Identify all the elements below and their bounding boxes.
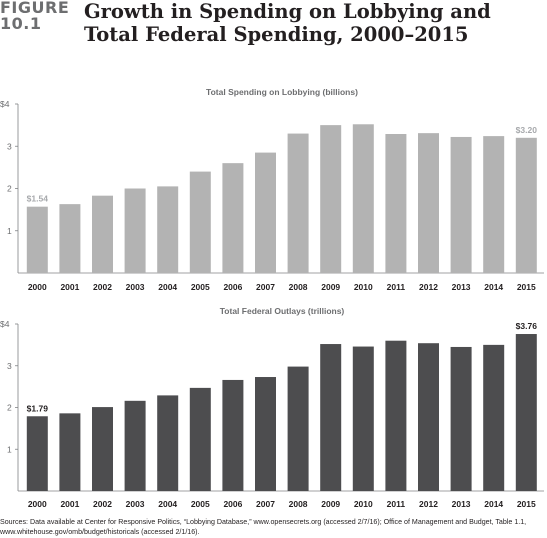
x-tick-0-2001: 2001 bbox=[60, 282, 79, 292]
y-tick-0-2: 2 bbox=[7, 184, 12, 194]
bar-1-2012 bbox=[418, 343, 439, 491]
bar-0-2000 bbox=[26, 206, 48, 273]
chart-title-0: Total Spending on Lobbying (billions) bbox=[206, 87, 358, 97]
bar-0-2014 bbox=[483, 136, 505, 273]
bar-0-2008 bbox=[287, 133, 309, 273]
figure-label: FIGURE 10.1 bbox=[0, 0, 69, 32]
x-tick-0-2007: 2007 bbox=[256, 282, 275, 292]
x-tick-1-2012: 2012 bbox=[419, 499, 438, 509]
bar-0-2015 bbox=[515, 137, 537, 273]
bar-0-2007 bbox=[255, 152, 276, 273]
bar-0-2011 bbox=[385, 133, 407, 273]
x-tick-0-2015: 2015 bbox=[517, 282, 536, 292]
bar-1-2014 bbox=[483, 344, 505, 491]
bar-1-2000 bbox=[26, 416, 48, 491]
bar-1-2002 bbox=[92, 407, 113, 491]
x-tick-1-2009: 2009 bbox=[321, 499, 340, 509]
x-tick-0-2013: 2013 bbox=[452, 282, 471, 292]
y-tick-1-3: 3 bbox=[7, 361, 12, 371]
x-tick-0-2004: 2004 bbox=[158, 282, 177, 292]
x-tick-1-2004: 2004 bbox=[158, 499, 177, 509]
figure-label-word: FIGURE bbox=[0, 0, 70, 17]
bar-1-2006 bbox=[222, 379, 244, 491]
y-tick-top-0: $4 bbox=[0, 99, 10, 109]
bar-0-2006 bbox=[222, 163, 244, 273]
y-tick-1-2: 2 bbox=[7, 403, 12, 413]
x-tick-1-2001: 2001 bbox=[60, 499, 79, 509]
x-tick-1-2005: 2005 bbox=[191, 499, 210, 509]
data-label-0-0: $1.54 bbox=[27, 194, 49, 204]
bar-0-2002 bbox=[92, 195, 113, 273]
data-label-1-15: $3.76 bbox=[516, 321, 538, 331]
bar-0-2004 bbox=[157, 186, 179, 273]
x-tick-1-2011: 2011 bbox=[387, 499, 406, 509]
figure-title: Growth in Spending on Lobbying and Total… bbox=[84, 0, 491, 46]
y-tick-1-1: 1 bbox=[7, 444, 12, 454]
y-tick-0-3: 3 bbox=[7, 141, 12, 151]
sources-note: Sources: Data available at Center for Re… bbox=[0, 518, 527, 536]
x-tick-0-2003: 2003 bbox=[126, 282, 145, 292]
bar-1-2008 bbox=[287, 366, 309, 491]
x-tick-0-2002: 2002 bbox=[93, 282, 112, 292]
data-label-0-15: $3.20 bbox=[516, 125, 538, 135]
x-tick-1-2014: 2014 bbox=[484, 499, 503, 509]
bar-1-2015 bbox=[515, 334, 537, 491]
x-tick-0-2006: 2006 bbox=[223, 282, 242, 292]
x-tick-1-2007: 2007 bbox=[256, 499, 275, 509]
bar-0-2012 bbox=[418, 133, 439, 273]
x-tick-0-2012: 2012 bbox=[419, 282, 438, 292]
y-tick-top-1: $4 bbox=[0, 319, 10, 329]
bar-0-2005 bbox=[189, 171, 211, 273]
figure-label-number: 10.1 bbox=[0, 14, 42, 33]
bar-0-2013 bbox=[450, 136, 472, 273]
bar-1-2011 bbox=[385, 340, 407, 491]
x-tick-0-2011: 2011 bbox=[387, 282, 406, 292]
bar-1-2004 bbox=[157, 395, 179, 491]
x-tick-1-2006: 2006 bbox=[223, 499, 242, 509]
bar-0-2003 bbox=[124, 188, 146, 273]
bar-1-2001 bbox=[59, 413, 81, 491]
bar-0-2001 bbox=[59, 204, 81, 273]
x-tick-0-2000: 2000 bbox=[28, 282, 47, 292]
x-tick-0-2010: 2010 bbox=[354, 282, 373, 292]
bar-0-2010 bbox=[352, 124, 374, 273]
bar-1-2005 bbox=[189, 387, 211, 491]
x-tick-1-2013: 2013 bbox=[452, 499, 471, 509]
x-tick-1-2003: 2003 bbox=[126, 499, 145, 509]
bar-1-2009 bbox=[320, 344, 342, 491]
bar-1-2007 bbox=[255, 377, 276, 491]
x-tick-1-2010: 2010 bbox=[354, 499, 373, 509]
x-tick-1-2008: 2008 bbox=[289, 499, 308, 509]
chart-title-1: Total Federal Outlays (trillions) bbox=[220, 306, 345, 316]
x-tick-1-2015: 2015 bbox=[517, 499, 536, 509]
y-tick-0-1: 1 bbox=[7, 226, 12, 236]
bar-1-2013 bbox=[450, 346, 472, 491]
bar-1-2010 bbox=[352, 346, 374, 491]
x-tick-0-2005: 2005 bbox=[191, 282, 210, 292]
bar-1-2003 bbox=[124, 400, 146, 491]
x-tick-0-2014: 2014 bbox=[484, 282, 503, 292]
x-tick-1-2002: 2002 bbox=[93, 499, 112, 509]
x-tick-0-2008: 2008 bbox=[289, 282, 308, 292]
x-tick-0-2009: 2009 bbox=[321, 282, 340, 292]
bar-0-2009 bbox=[320, 125, 342, 273]
x-tick-1-2000: 2000 bbox=[28, 499, 47, 509]
data-label-1-0: $1.79 bbox=[27, 403, 49, 413]
